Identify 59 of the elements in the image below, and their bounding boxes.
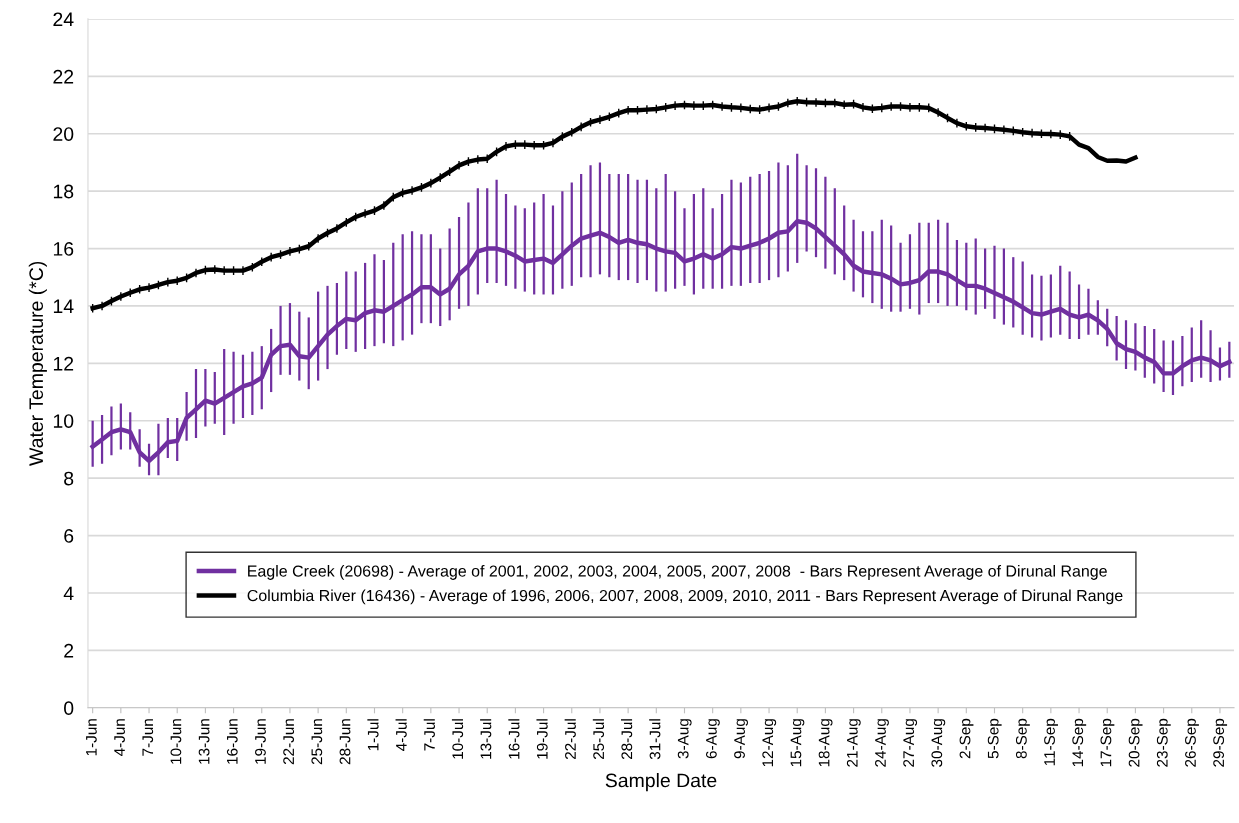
x-tick-label: 16-Jul: [508, 719, 520, 759]
x-tick-label: 26-Sep: [1185, 718, 1199, 767]
y-tick-label: 14: [53, 299, 74, 313]
y-tick-label: 6: [64, 529, 74, 543]
y-tick-label: 0: [64, 701, 74, 716]
y-tick-label: 12: [53, 356, 74, 371]
y-tick-label: 8: [64, 471, 74, 486]
y-tick-label: 10: [53, 414, 74, 428]
y-axis-title: Water Temperature (*C): [28, 261, 47, 466]
y-tick-label: 18: [53, 184, 74, 199]
legend-label: Columbia River (16436) - Average of 1996, 2006, 2007, 2008, 2009, 2010, 2011 - Bars Represent Average of Dirunal Range: [247, 589, 1123, 605]
x-tick-label: 6-Aug: [705, 719, 720, 759]
x-tick-label: 22-Jul: [564, 719, 576, 760]
x-tick-label: 17-Sep: [1100, 718, 1115, 767]
x-tick-label: 21-Aug: [846, 719, 861, 767]
y-tick-label: 24: [53, 12, 74, 26]
x-tick-label: 12-Aug: [762, 719, 777, 767]
line-series: [90, 99, 1138, 311]
x-tick-label: 24-Aug: [875, 719, 889, 767]
x-tick-label: 10-Jul: [451, 719, 464, 759]
x-tick-label: 4-Jun: [114, 719, 125, 757]
x-tick-label: 30-Aug: [931, 719, 946, 767]
x-tick-label: 28-Jun: [339, 719, 351, 765]
x-axis-title: Sample Date: [605, 773, 717, 792]
x-tick-label: 7-Jul: [423, 719, 435, 751]
y-tick-label: 16: [53, 242, 74, 256]
x-tick-label: 10-Jun: [170, 719, 182, 764]
x-tick-label: 11-Sep: [1044, 718, 1058, 766]
x-tick-label: 1-Jul: [367, 719, 379, 751]
y-tick-label: 4: [63, 586, 74, 601]
y-tick-label: 2: [64, 643, 74, 658]
x-tick-label: 19-Jun: [255, 719, 266, 764]
x-tick-label: 18-Aug: [818, 719, 833, 767]
x-tick-label: 20-Sep: [1128, 718, 1143, 767]
x-tick-label: 7-Jun: [142, 719, 154, 756]
x-tick-label: 13-Jun: [198, 719, 210, 764]
y-tick-label: 22: [53, 69, 74, 84]
x-tick-label: 15-Aug: [790, 719, 805, 767]
x-tick-label: 16-Jun: [226, 719, 238, 764]
x-tick-label: 23-Sep: [1156, 718, 1171, 767]
x-tick-label: 28-Jul: [621, 719, 633, 760]
x-tick-label: 1-Jun: [86, 719, 97, 756]
y-tick-label: 20: [53, 127, 74, 141]
x-tick-label: 5-Sep: [987, 718, 1002, 759]
x-tick-label: 4-Jul: [395, 719, 407, 751]
x-tick-label: 31-Jul: [649, 719, 661, 760]
x-tick-label: 25-Jul: [592, 719, 605, 760]
x-tick-label: 22-Jun: [283, 719, 295, 765]
x-tick-label: 13-Jul: [480, 719, 492, 759]
x-tick-label: 25-Jun: [311, 719, 323, 765]
x-tick-label: 2-Sep: [959, 718, 974, 759]
x-tick-label: 19-Jul: [536, 719, 548, 759]
x-tick-label: 29-Sep: [1213, 718, 1228, 767]
x-tick-label: 9-Aug: [734, 719, 748, 759]
legend-label: Eagle Creek (20698) - Average of 2001, 2002, 2003, 2004, 2005, 2007, 2008 - Bars Represent Average of Dirunal Range: [248, 564, 1107, 580]
x-tick-label: 27-Aug: [903, 719, 918, 767]
x-tick-label: 14-Sep: [1072, 718, 1087, 767]
x-tick-label: 3-Aug: [677, 719, 692, 759]
x-tick-label: 8-Sep: [1015, 718, 1030, 759]
